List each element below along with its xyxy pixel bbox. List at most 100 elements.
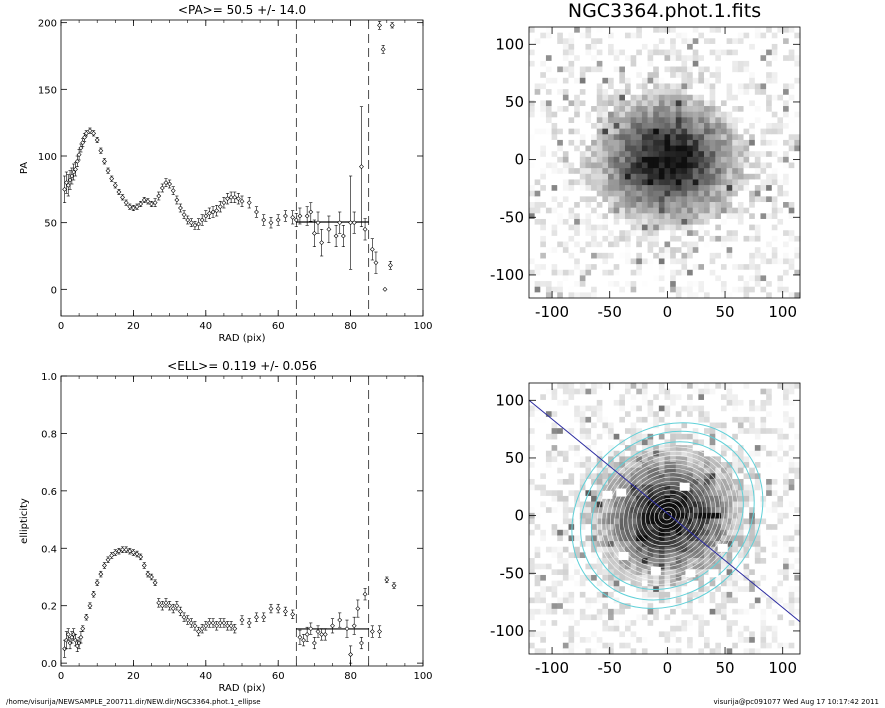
pa-point: [362, 226, 368, 232]
img2-masked-region: [616, 488, 627, 497]
pa-point: [112, 182, 118, 188]
img2-isophote: [605, 455, 730, 577]
pa-ytick-label: 200: [38, 19, 57, 30]
img2-masked-region: [602, 490, 613, 499]
img1-title: NGC3364.phot.1.fits: [568, 0, 761, 22]
img1-ytick-label: 50: [505, 93, 524, 111]
img2-xtick-label: 0: [663, 659, 673, 677]
pa-point: [235, 196, 241, 202]
pa-point: [62, 186, 68, 192]
ell-point: [87, 603, 93, 609]
pa-point: [130, 205, 136, 211]
ell-xtick-label: 100: [413, 671, 432, 682]
img2-isophote: [627, 476, 708, 555]
pa-point: [348, 220, 354, 226]
ell-point: [67, 640, 73, 646]
img2-frame: [528, 382, 801, 655]
img2-masked-region: [679, 482, 690, 491]
img2-masked-region: [618, 551, 629, 560]
pa-point: [304, 213, 310, 219]
pa-point: [214, 208, 220, 214]
ell-point: [73, 637, 78, 643]
ell-point: [159, 603, 165, 609]
img2-ytick-label: 50: [505, 449, 524, 467]
ell-point: [138, 554, 144, 560]
img2-isophote: [645, 493, 690, 538]
ell-point: [304, 631, 310, 637]
ell-xtick-label: 20: [127, 671, 140, 682]
ell-point: [152, 580, 158, 586]
pa-point: [178, 205, 183, 211]
ell-point: [337, 617, 343, 623]
footer-timestamp: visurija@pc091077 Wed Aug 17 10:17:42 20…: [713, 698, 879, 706]
pa-ylabel: PA: [19, 162, 30, 174]
ell-point: [311, 640, 317, 646]
pa-point: [311, 230, 317, 236]
ell-point: [134, 551, 140, 557]
ell-point: [116, 548, 122, 554]
ell-point: [308, 626, 314, 632]
pa-point: [123, 200, 129, 206]
ell-point: [71, 631, 77, 637]
img2-isophote: [631, 480, 703, 551]
pa-point: [83, 130, 89, 136]
pa-point: [91, 130, 97, 136]
ell-xlabel: RAD (pix): [218, 683, 265, 694]
pa-point: [246, 200, 252, 206]
pa-point: [109, 176, 115, 182]
panel-img2: -100 -50 0 50 100 -100 -50 0 50 100: [490, 382, 801, 677]
pa-point: [382, 286, 388, 292]
img2-xtick-label: 100: [768, 659, 797, 677]
pa-ytick-label: 0: [51, 285, 57, 296]
ell-point: [127, 548, 133, 554]
img1-ytick-label: -50: [500, 208, 525, 226]
ell-point: [239, 617, 245, 623]
ell-point: [91, 591, 97, 597]
img1-pixel-image: [529, 27, 801, 299]
pa-point: [141, 197, 147, 203]
pa-point: [359, 164, 364, 170]
pa-point: [275, 217, 281, 223]
img2-isophote: [662, 511, 673, 521]
ell-point: [232, 626, 238, 632]
img2-isophote: [653, 502, 681, 529]
pa-point: [239, 198, 245, 204]
ell-xtick-label: 40: [199, 671, 212, 682]
ell-point: [149, 574, 154, 580]
pa-point: [145, 198, 151, 204]
pa-point: [319, 240, 325, 246]
pa-point: [326, 226, 332, 232]
ell-point: [203, 623, 209, 629]
ell-point: [130, 550, 136, 556]
pa-point: [98, 148, 104, 154]
ell-point: [344, 626, 350, 632]
img2-isophote: [649, 498, 686, 534]
pa-xtick-label: 20: [127, 321, 140, 332]
pa-point: [181, 212, 187, 218]
pa-point: [71, 169, 77, 175]
img1-xtick-label: -50: [597, 303, 622, 321]
ell-point: [391, 583, 397, 589]
ell-point: [74, 643, 80, 649]
pa-point: [254, 209, 259, 215]
ell-point: [196, 629, 201, 634]
pa-ytick-label: 150: [38, 85, 57, 96]
ell-point: [275, 606, 281, 611]
pa-point: [159, 185, 165, 191]
ell-point: [330, 623, 335, 629]
ell-point: [105, 557, 111, 563]
ell-point: [210, 620, 216, 626]
ell-point: [62, 646, 68, 652]
ell-point: [178, 609, 183, 614]
ell-ylabel: ellipticity: [19, 498, 30, 544]
img2-isophote: [618, 468, 717, 564]
ell-point: [185, 617, 191, 623]
ell-point: [301, 637, 306, 643]
pa-point: [80, 140, 86, 146]
ell-point: [355, 606, 361, 611]
ell-point: [156, 600, 162, 606]
pa-point: [206, 210, 212, 216]
ell-point: [290, 611, 296, 617]
ell-point: [254, 614, 259, 620]
